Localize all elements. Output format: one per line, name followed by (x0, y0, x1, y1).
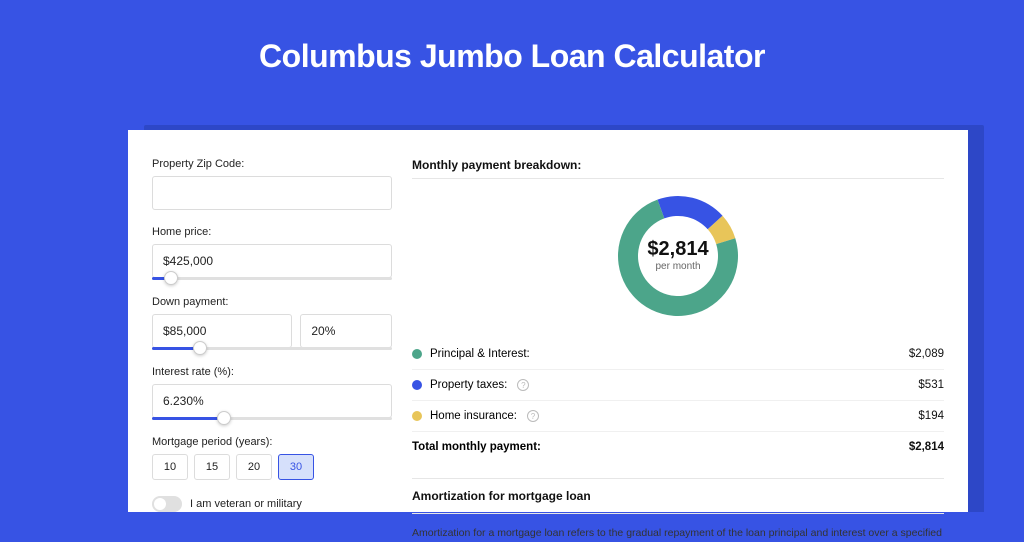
breakdown-label: Principal & Interest: (430, 348, 530, 360)
form-column: Property Zip Code: Home price: Down paym… (152, 158, 392, 512)
interest-rate-slider[interactable] (152, 417, 392, 420)
period-button-10[interactable]: 10 (152, 454, 188, 480)
mortgage-period-label: Mortgage period (years): (152, 436, 392, 448)
breakdown-row: Principal & Interest: $2,089 (412, 339, 944, 370)
period-button-30[interactable]: 30 (278, 454, 314, 480)
period-button-15[interactable]: 15 (194, 454, 230, 480)
home-price-input[interactable] (152, 244, 392, 278)
slider-thumb[interactable] (193, 341, 207, 355)
donut-center-label: per month (655, 261, 700, 272)
breakdown-heading: Monthly payment breakdown: (412, 158, 944, 179)
veteran-label: I am veteran or military (190, 498, 302, 510)
total-label: Total monthly payment: (412, 441, 541, 453)
zip-label: Property Zip Code: (152, 158, 392, 170)
interest-rate-label: Interest rate (%): (152, 366, 392, 378)
home-price-label: Home price: (152, 226, 392, 238)
donut-center-value: $2,814 (647, 238, 709, 260)
down-payment-slider[interactable] (152, 347, 392, 350)
calculator-card: Property Zip Code: Home price: Down paym… (128, 130, 968, 512)
down-payment-label: Down payment: (152, 296, 392, 308)
donut-slice (657, 196, 722, 229)
slider-thumb[interactable] (217, 411, 231, 425)
page-title: Columbus Jumbo Loan Calculator (0, 0, 1024, 105)
breakdown-label: Property taxes: (430, 379, 507, 391)
veteran-toggle-row: I am veteran or military (152, 496, 392, 512)
period-button-20[interactable]: 20 (236, 454, 272, 480)
field-home-price: Home price: (152, 226, 392, 280)
zip-input[interactable] (152, 176, 392, 210)
legend-dot (412, 411, 422, 421)
breakdown-value: $2,089 (909, 348, 944, 360)
breakdown-column: Monthly payment breakdown: $2,814 per mo… (412, 158, 944, 512)
donut-chart: $2,814 per month (412, 191, 944, 339)
veteran-toggle[interactable] (152, 496, 182, 512)
breakdown-row: Home insurance:? $194 (412, 401, 944, 432)
legend-dot (412, 349, 422, 359)
toggle-knob (154, 498, 166, 510)
home-price-slider[interactable] (152, 277, 392, 280)
breakdown-label: Home insurance: (430, 410, 517, 422)
down-payment-pct-input[interactable] (300, 314, 392, 348)
breakdown-value: $531 (918, 379, 944, 391)
info-icon[interactable]: ? (517, 379, 529, 391)
field-interest-rate: Interest rate (%): (152, 366, 392, 420)
breakdown-value: $194 (918, 410, 944, 422)
down-payment-amount-input[interactable] (152, 314, 292, 348)
breakdown-total-row: Total monthly payment: $2,814 (412, 432, 944, 462)
breakdown-row: Property taxes:? $531 (412, 370, 944, 401)
interest-rate-input[interactable] (152, 384, 392, 418)
field-down-payment: Down payment: (152, 296, 392, 350)
info-icon[interactable]: ? (527, 410, 539, 422)
legend-dot (412, 380, 422, 390)
field-zip: Property Zip Code: (152, 158, 392, 210)
amortization-heading: Amortization for mortgage loan (412, 478, 944, 514)
total-value: $2,814 (909, 441, 944, 453)
amortization-text: Amortization for a mortgage loan refers … (412, 526, 944, 542)
slider-thumb[interactable] (164, 271, 178, 285)
field-mortgage-period: Mortgage period (years): 10152030 (152, 436, 392, 480)
